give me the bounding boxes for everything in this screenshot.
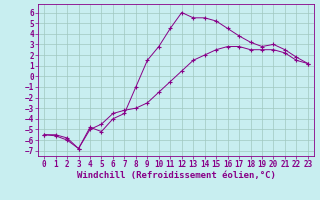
X-axis label: Windchill (Refroidissement éolien,°C): Windchill (Refroidissement éolien,°C) [76, 171, 276, 180]
